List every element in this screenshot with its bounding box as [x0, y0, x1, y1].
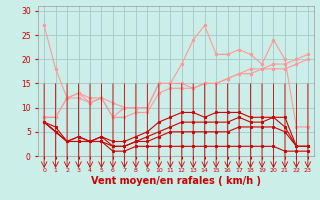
- X-axis label: Vent moyen/en rafales ( km/h ): Vent moyen/en rafales ( km/h ): [91, 176, 261, 186]
